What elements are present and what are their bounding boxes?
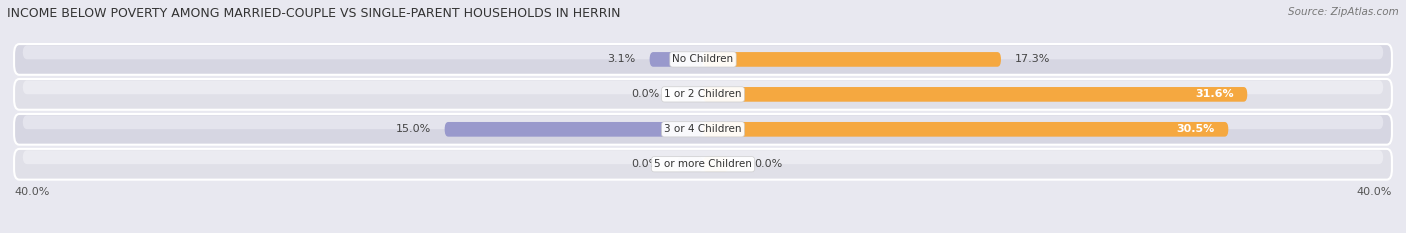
Text: 5 or more Children: 5 or more Children bbox=[654, 159, 752, 169]
Text: 15.0%: 15.0% bbox=[395, 124, 430, 134]
FancyBboxPatch shape bbox=[703, 122, 1229, 137]
FancyBboxPatch shape bbox=[14, 44, 1392, 75]
FancyBboxPatch shape bbox=[678, 157, 703, 171]
Text: 3 or 4 Children: 3 or 4 Children bbox=[664, 124, 742, 134]
Text: INCOME BELOW POVERTY AMONG MARRIED-COUPLE VS SINGLE-PARENT HOUSEHOLDS IN HERRIN: INCOME BELOW POVERTY AMONG MARRIED-COUPL… bbox=[7, 7, 620, 20]
FancyBboxPatch shape bbox=[22, 80, 1384, 94]
Text: 1 or 2 Children: 1 or 2 Children bbox=[664, 89, 742, 99]
Text: 0.0%: 0.0% bbox=[631, 89, 659, 99]
FancyBboxPatch shape bbox=[22, 45, 1384, 59]
FancyBboxPatch shape bbox=[678, 87, 703, 102]
Text: 0.0%: 0.0% bbox=[755, 159, 783, 169]
FancyBboxPatch shape bbox=[703, 157, 728, 171]
FancyBboxPatch shape bbox=[14, 79, 1392, 110]
Text: No Children: No Children bbox=[672, 55, 734, 64]
Text: 0.0%: 0.0% bbox=[631, 159, 659, 169]
FancyBboxPatch shape bbox=[22, 115, 1384, 129]
Text: 40.0%: 40.0% bbox=[1357, 187, 1392, 197]
Text: 40.0%: 40.0% bbox=[14, 187, 49, 197]
Text: 17.3%: 17.3% bbox=[1015, 55, 1050, 64]
FancyBboxPatch shape bbox=[703, 52, 1001, 67]
Legend: Married Couples, Single Parents: Married Couples, Single Parents bbox=[588, 230, 818, 233]
FancyBboxPatch shape bbox=[22, 150, 1384, 164]
FancyBboxPatch shape bbox=[14, 114, 1392, 145]
Text: 31.6%: 31.6% bbox=[1195, 89, 1233, 99]
Text: 3.1%: 3.1% bbox=[607, 55, 636, 64]
FancyBboxPatch shape bbox=[703, 87, 1247, 102]
Text: 30.5%: 30.5% bbox=[1177, 124, 1215, 134]
FancyBboxPatch shape bbox=[650, 52, 703, 67]
FancyBboxPatch shape bbox=[444, 122, 703, 137]
Text: Source: ZipAtlas.com: Source: ZipAtlas.com bbox=[1288, 7, 1399, 17]
FancyBboxPatch shape bbox=[14, 149, 1392, 180]
